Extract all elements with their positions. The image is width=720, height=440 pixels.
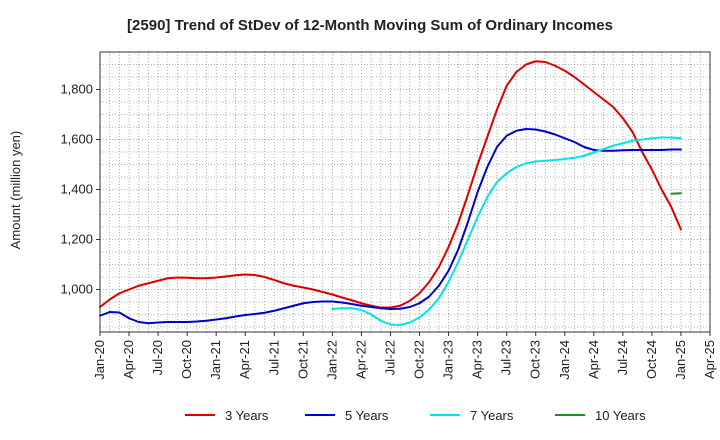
plot-area bbox=[100, 52, 710, 332]
series-line-10-years bbox=[670, 192, 682, 195]
x-tick-label: Jan-21 bbox=[208, 340, 223, 380]
y-tick-label: 1,800 bbox=[60, 82, 93, 97]
x-tick-label: Apr-23 bbox=[470, 340, 485, 379]
legend-label: 5 Years bbox=[345, 408, 389, 423]
x-tick-label: Apr-25 bbox=[702, 340, 717, 379]
y-tick-label: 1,000 bbox=[60, 282, 93, 297]
x-tick-label: Jul-24 bbox=[615, 340, 630, 375]
series-line-5-years bbox=[99, 128, 682, 325]
plot-frame bbox=[99, 51, 711, 333]
x-tick-label: Jan-25 bbox=[673, 340, 688, 380]
x-tick-label: Jan-23 bbox=[441, 340, 456, 380]
series-line-7-years bbox=[331, 136, 682, 326]
x-tick-label: Jan-24 bbox=[557, 340, 572, 380]
chart-title: [2590] Trend of StDev of 12-Month Moving… bbox=[127, 17, 613, 34]
x-tick-label: Oct-22 bbox=[412, 340, 427, 379]
x-axis-ticks: Jan-20 Apr-20 Jul-20 Oct-20 Jan-21 Apr-21 Jul-… bbox=[92, 332, 717, 380]
y-axis-label: Amount (million yen) bbox=[8, 131, 23, 250]
series-line-3-years bbox=[99, 60, 682, 309]
x-tick-label: Apr-24 bbox=[586, 340, 601, 379]
legend-label: 3 Years bbox=[225, 408, 269, 423]
x-tick-label: Jul-20 bbox=[150, 340, 165, 375]
x-tick-label: Jul-23 bbox=[499, 340, 514, 375]
y-tick-label: 1,200 bbox=[60, 232, 93, 247]
x-tick-label: Jan-20 bbox=[92, 340, 107, 380]
x-tick-label: Oct-23 bbox=[528, 340, 543, 379]
x-tick-label: Oct-20 bbox=[179, 340, 194, 379]
legend-label: 7 Years bbox=[470, 408, 514, 423]
y-tick-label: 1,600 bbox=[60, 132, 93, 147]
y-axis-ticks: 1,000 1,200 1,400 1,600 1,800 bbox=[60, 82, 100, 297]
y-tick-label: 1,400 bbox=[60, 182, 93, 197]
x-tick-label: Apr-21 bbox=[237, 340, 252, 379]
x-tick-label: Apr-20 bbox=[121, 340, 136, 379]
x-tick-label: Apr-22 bbox=[353, 340, 368, 379]
x-tick-label: Jul-22 bbox=[382, 340, 397, 375]
x-tick-label: Oct-24 bbox=[644, 340, 659, 379]
legend: 3 Years 5 Years 7 Years 10 Years bbox=[185, 408, 646, 423]
x-tick-label: Jan-22 bbox=[324, 340, 339, 380]
x-tick-label: Oct-21 bbox=[295, 340, 310, 379]
series-lines bbox=[99, 60, 682, 326]
legend-label: 10 Years bbox=[595, 408, 646, 423]
x-tick-label: Jul-21 bbox=[266, 340, 281, 375]
